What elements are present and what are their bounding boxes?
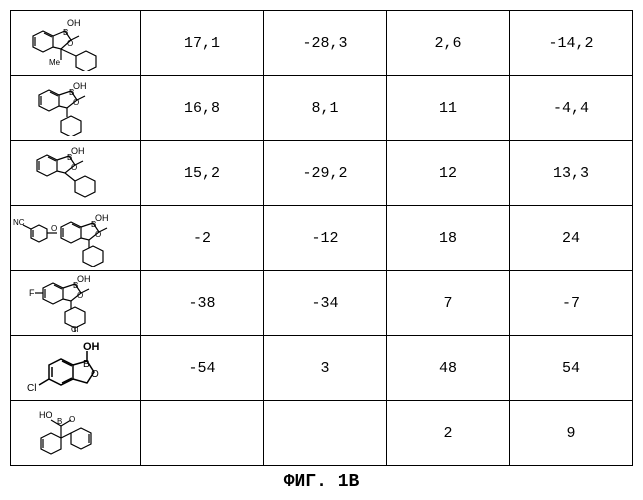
chem-structure-icon: F OH B O Cl (21, 274, 131, 332)
svg-text:O: O (69, 415, 75, 424)
svg-text:Cl: Cl (71, 325, 79, 332)
structure-cell: OH B O Me (11, 11, 141, 76)
svg-text:OH: OH (95, 213, 109, 223)
structure-cell: OH B O (11, 141, 141, 206)
svg-text:O: O (95, 230, 101, 239)
svg-text:HO: HO (39, 410, 53, 420)
svg-text:O: O (73, 98, 79, 107)
value-cell: -2 (141, 206, 264, 271)
value-cell: 24 (510, 206, 633, 271)
value-cell: 18 (387, 206, 510, 271)
value-cell: 54 (510, 336, 633, 401)
svg-text:OH: OH (67, 18, 81, 28)
svg-text:OH: OH (83, 341, 100, 353)
svg-text:NC: NC (13, 218, 25, 227)
value-cell: 13,3 (510, 141, 633, 206)
structure-cell: NC O OH B O (11, 206, 141, 271)
chem-structure-icon: OH B O (21, 146, 131, 201)
svg-text:Cl: Cl (27, 383, 36, 394)
table-row: OH B O 16,8 8,1 11 -4,4 (11, 76, 633, 141)
value-cell: -54 (141, 336, 264, 401)
structure-cell: OH B O Cl (11, 336, 141, 401)
value-cell: -12 (264, 206, 387, 271)
value-cell: 3 (264, 336, 387, 401)
svg-text:B: B (73, 281, 78, 290)
value-cell: -29,2 (264, 141, 387, 206)
value-cell: -34 (264, 271, 387, 336)
value-cell: 48 (387, 336, 510, 401)
value-cell: 12 (387, 141, 510, 206)
svg-text:Me: Me (49, 58, 61, 67)
value-cell: 15,2 (141, 141, 264, 206)
svg-text:O: O (51, 224, 57, 233)
chem-structure-icon: OH B O Me (21, 16, 131, 71)
svg-text:OH: OH (73, 81, 87, 91)
table-row: NC O OH B O -2 -12 18 24 (11, 206, 633, 271)
value-cell: 2,6 (387, 11, 510, 76)
value-cell (264, 401, 387, 466)
svg-text:F: F (29, 288, 35, 298)
value-cell: 2 (387, 401, 510, 466)
value-cell: 9 (510, 401, 633, 466)
value-cell: 17,1 (141, 11, 264, 76)
svg-text:O: O (91, 369, 99, 380)
value-cell (141, 401, 264, 466)
structure-cell: F OH B O Cl (11, 271, 141, 336)
value-cell: 16,8 (141, 76, 264, 141)
structure-cell: HO B O (11, 401, 141, 466)
table-row: OH B O 15,2 -29,2 12 13,3 (11, 141, 633, 206)
table-row: OH B O Me 17,1 -28,3 2,6 -14,2 (11, 11, 633, 76)
svg-text:O: O (67, 39, 73, 48)
value-cell: -28,3 (264, 11, 387, 76)
svg-text:B: B (83, 359, 90, 370)
table-row: OH B O Cl -54 3 48 54 (11, 336, 633, 401)
svg-text:B: B (63, 28, 68, 37)
svg-text:B: B (91, 220, 96, 229)
chem-structure-icon: OH B O (21, 81, 131, 136)
svg-text:O: O (71, 163, 77, 172)
value-cell: -38 (141, 271, 264, 336)
chem-structure-icon: NC O OH B O (13, 209, 139, 267)
svg-text:OH: OH (71, 146, 85, 156)
chem-structure-icon: OH B O Cl (21, 341, 131, 396)
table-row: F OH B O Cl -38 -34 7 -7 (11, 271, 633, 336)
table-row: HO B O 2 9 (11, 401, 633, 466)
svg-text:O: O (77, 291, 83, 300)
value-cell: -14,2 (510, 11, 633, 76)
svg-text:B: B (69, 88, 74, 97)
value-cell: 11 (387, 76, 510, 141)
value-cell: -4,4 (510, 76, 633, 141)
svg-text:OH: OH (77, 274, 91, 284)
figure-caption: ФИГ. 1B (10, 472, 633, 492)
svg-text:B: B (57, 417, 62, 426)
data-table: OH B O Me 17,1 -28,3 2,6 -14,2 OH B O 16… (10, 10, 633, 466)
structure-cell: OH B O (11, 76, 141, 141)
value-cell: 7 (387, 271, 510, 336)
value-cell: -7 (510, 271, 633, 336)
value-cell: 8,1 (264, 76, 387, 141)
svg-text:B: B (67, 153, 72, 162)
chem-structure-icon: HO B O (21, 406, 131, 461)
